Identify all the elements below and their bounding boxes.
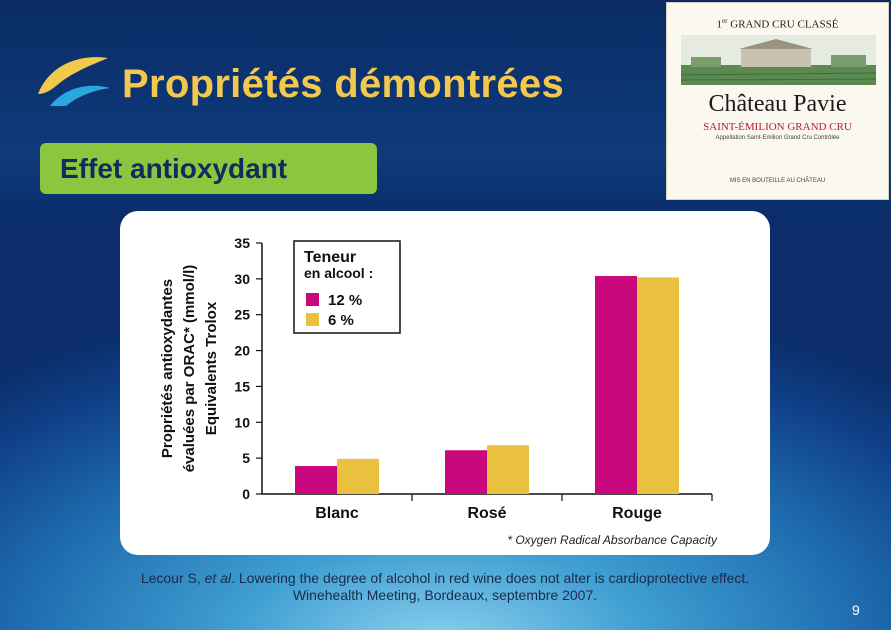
y-tick-label: 25 bbox=[234, 307, 250, 323]
y-tick-label: 5 bbox=[242, 450, 250, 466]
bar-rouge-series-1 bbox=[595, 275, 637, 494]
wine-label-chateau: Château Pavie bbox=[708, 91, 847, 117]
x-category-label: Rosé bbox=[467, 505, 506, 522]
y-tick-label: 35 bbox=[234, 235, 250, 251]
legend-entry-label: 12 % bbox=[328, 292, 362, 309]
section-subtitle: Effet antioxydant bbox=[60, 152, 288, 184]
legend-entry-label: 6 % bbox=[328, 312, 354, 329]
citation-line-1: Lecour S, et al. Lowering the degree of … bbox=[140, 570, 750, 586]
y-tick-label: 15 bbox=[234, 378, 250, 394]
antioxidant-bar-chart: 0 5 10 15 20 25 30 35 Blanc Rosé Rouge Propriétés a… bbox=[159, 235, 718, 547]
bar-rose-series-2 bbox=[487, 445, 529, 494]
wine-label-appellation: SAINT-ÉMILION GRAND CRU bbox=[703, 121, 852, 133]
x-category-label: Blanc bbox=[315, 505, 359, 522]
section-subtitle-badge: Effet antioxydant bbox=[40, 143, 377, 194]
bar-blanc-series-2 bbox=[337, 458, 379, 494]
y-axis-label-line: Equivalents Trolox bbox=[203, 301, 220, 435]
citation: Lecour S, et al. Lowering the degree of … bbox=[60, 570, 830, 604]
legend-swatch bbox=[306, 293, 319, 306]
y-tick-label: 0 bbox=[242, 486, 250, 502]
y-tick-label: 20 bbox=[234, 343, 250, 359]
chateau-engraving-image bbox=[681, 35, 876, 85]
legend-title: Teneur bbox=[304, 249, 356, 266]
bar-rose-series-1 bbox=[445, 450, 487, 494]
bar-blanc-series-1 bbox=[295, 466, 337, 494]
chart-panel: 0 5 10 15 20 25 30 35 Blanc Rosé Rouge Propriétés a… bbox=[120, 211, 770, 555]
y-tick-label: 10 bbox=[234, 414, 250, 430]
page-title: Propriétés démontrées bbox=[122, 62, 565, 106]
page-number: 9 bbox=[852, 602, 860, 618]
wine-label-appellation-fine: Appellation Saint-Emilion Grand Cru Cont… bbox=[715, 135, 840, 141]
bar-rouge-series-2 bbox=[637, 277, 679, 494]
wave-logo-icon bbox=[38, 57, 110, 106]
y-tick-label: 30 bbox=[234, 271, 250, 287]
wine-label-bottling: MIS EN BOUTEILLE AU CHÂTEAU bbox=[729, 178, 826, 184]
legend-title: en alcool : bbox=[304, 265, 373, 281]
wine-label-classe: 1er GRAND CRU CLASSÉ bbox=[716, 17, 839, 31]
wine-label-image: 1er GRAND CRU CLASSÉ Château Pavie SAINT… bbox=[666, 2, 889, 200]
chart-footnote: * Oxygen Radical Absorbance Capacity bbox=[507, 533, 718, 547]
y-axis-label-line: évaluées par ORAC* (mmol/l) bbox=[181, 265, 198, 473]
y-axis-label-line: Propriétés antioxydantes bbox=[159, 279, 176, 458]
citation-line-2: Winehealth Meeting, Bordeaux, septembre … bbox=[292, 587, 598, 603]
x-category-label: Rouge bbox=[612, 505, 662, 522]
legend-swatch bbox=[306, 313, 319, 326]
